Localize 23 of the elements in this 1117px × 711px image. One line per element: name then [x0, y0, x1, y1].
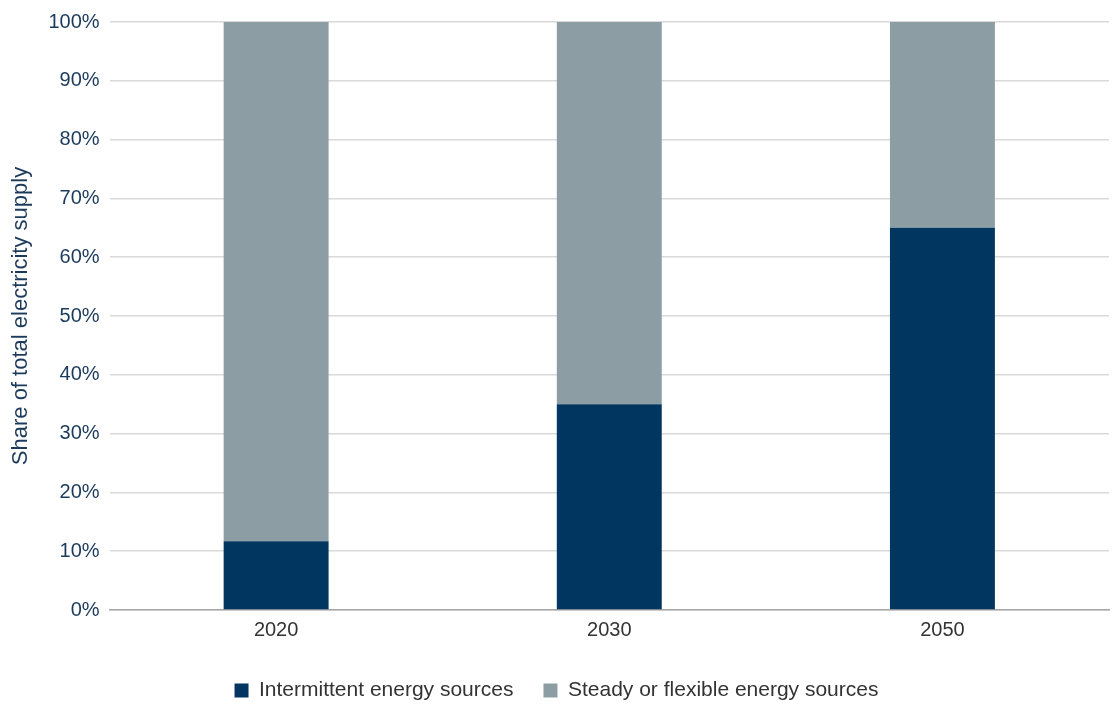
y-tick-label: 20%: [59, 479, 100, 502]
y-tick-label: 80%: [59, 127, 100, 150]
y-tick-label: 0%: [70, 597, 100, 620]
y-tick-label: 100%: [48, 9, 100, 32]
y-tick-label: 60%: [59, 244, 100, 267]
legend-label: Intermittent energy sources: [259, 677, 514, 701]
y-tick-label: 90%: [59, 68, 100, 91]
bar: [889, 227, 995, 610]
y-tick-label: 30%: [59, 421, 100, 444]
y-tick-label: 10%: [59, 538, 100, 561]
y-tick-label: 50%: [59, 303, 100, 326]
y-tick-label: 70%: [59, 185, 100, 208]
bar: [556, 404, 662, 610]
bar: [223, 22, 329, 542]
legend-label: Steady or flexible energy sources: [567, 677, 879, 701]
bar: [223, 541, 329, 610]
y-tick-label: 40%: [59, 362, 100, 385]
x-tick-label: 2020: [253, 617, 299, 640]
bar: [889, 22, 995, 228]
y-axis-title: Share of total electricity supply: [7, 166, 33, 466]
x-tick-label: 2050: [920, 617, 965, 640]
bar: [556, 22, 662, 405]
x-tick-label: 2030: [587, 617, 632, 640]
